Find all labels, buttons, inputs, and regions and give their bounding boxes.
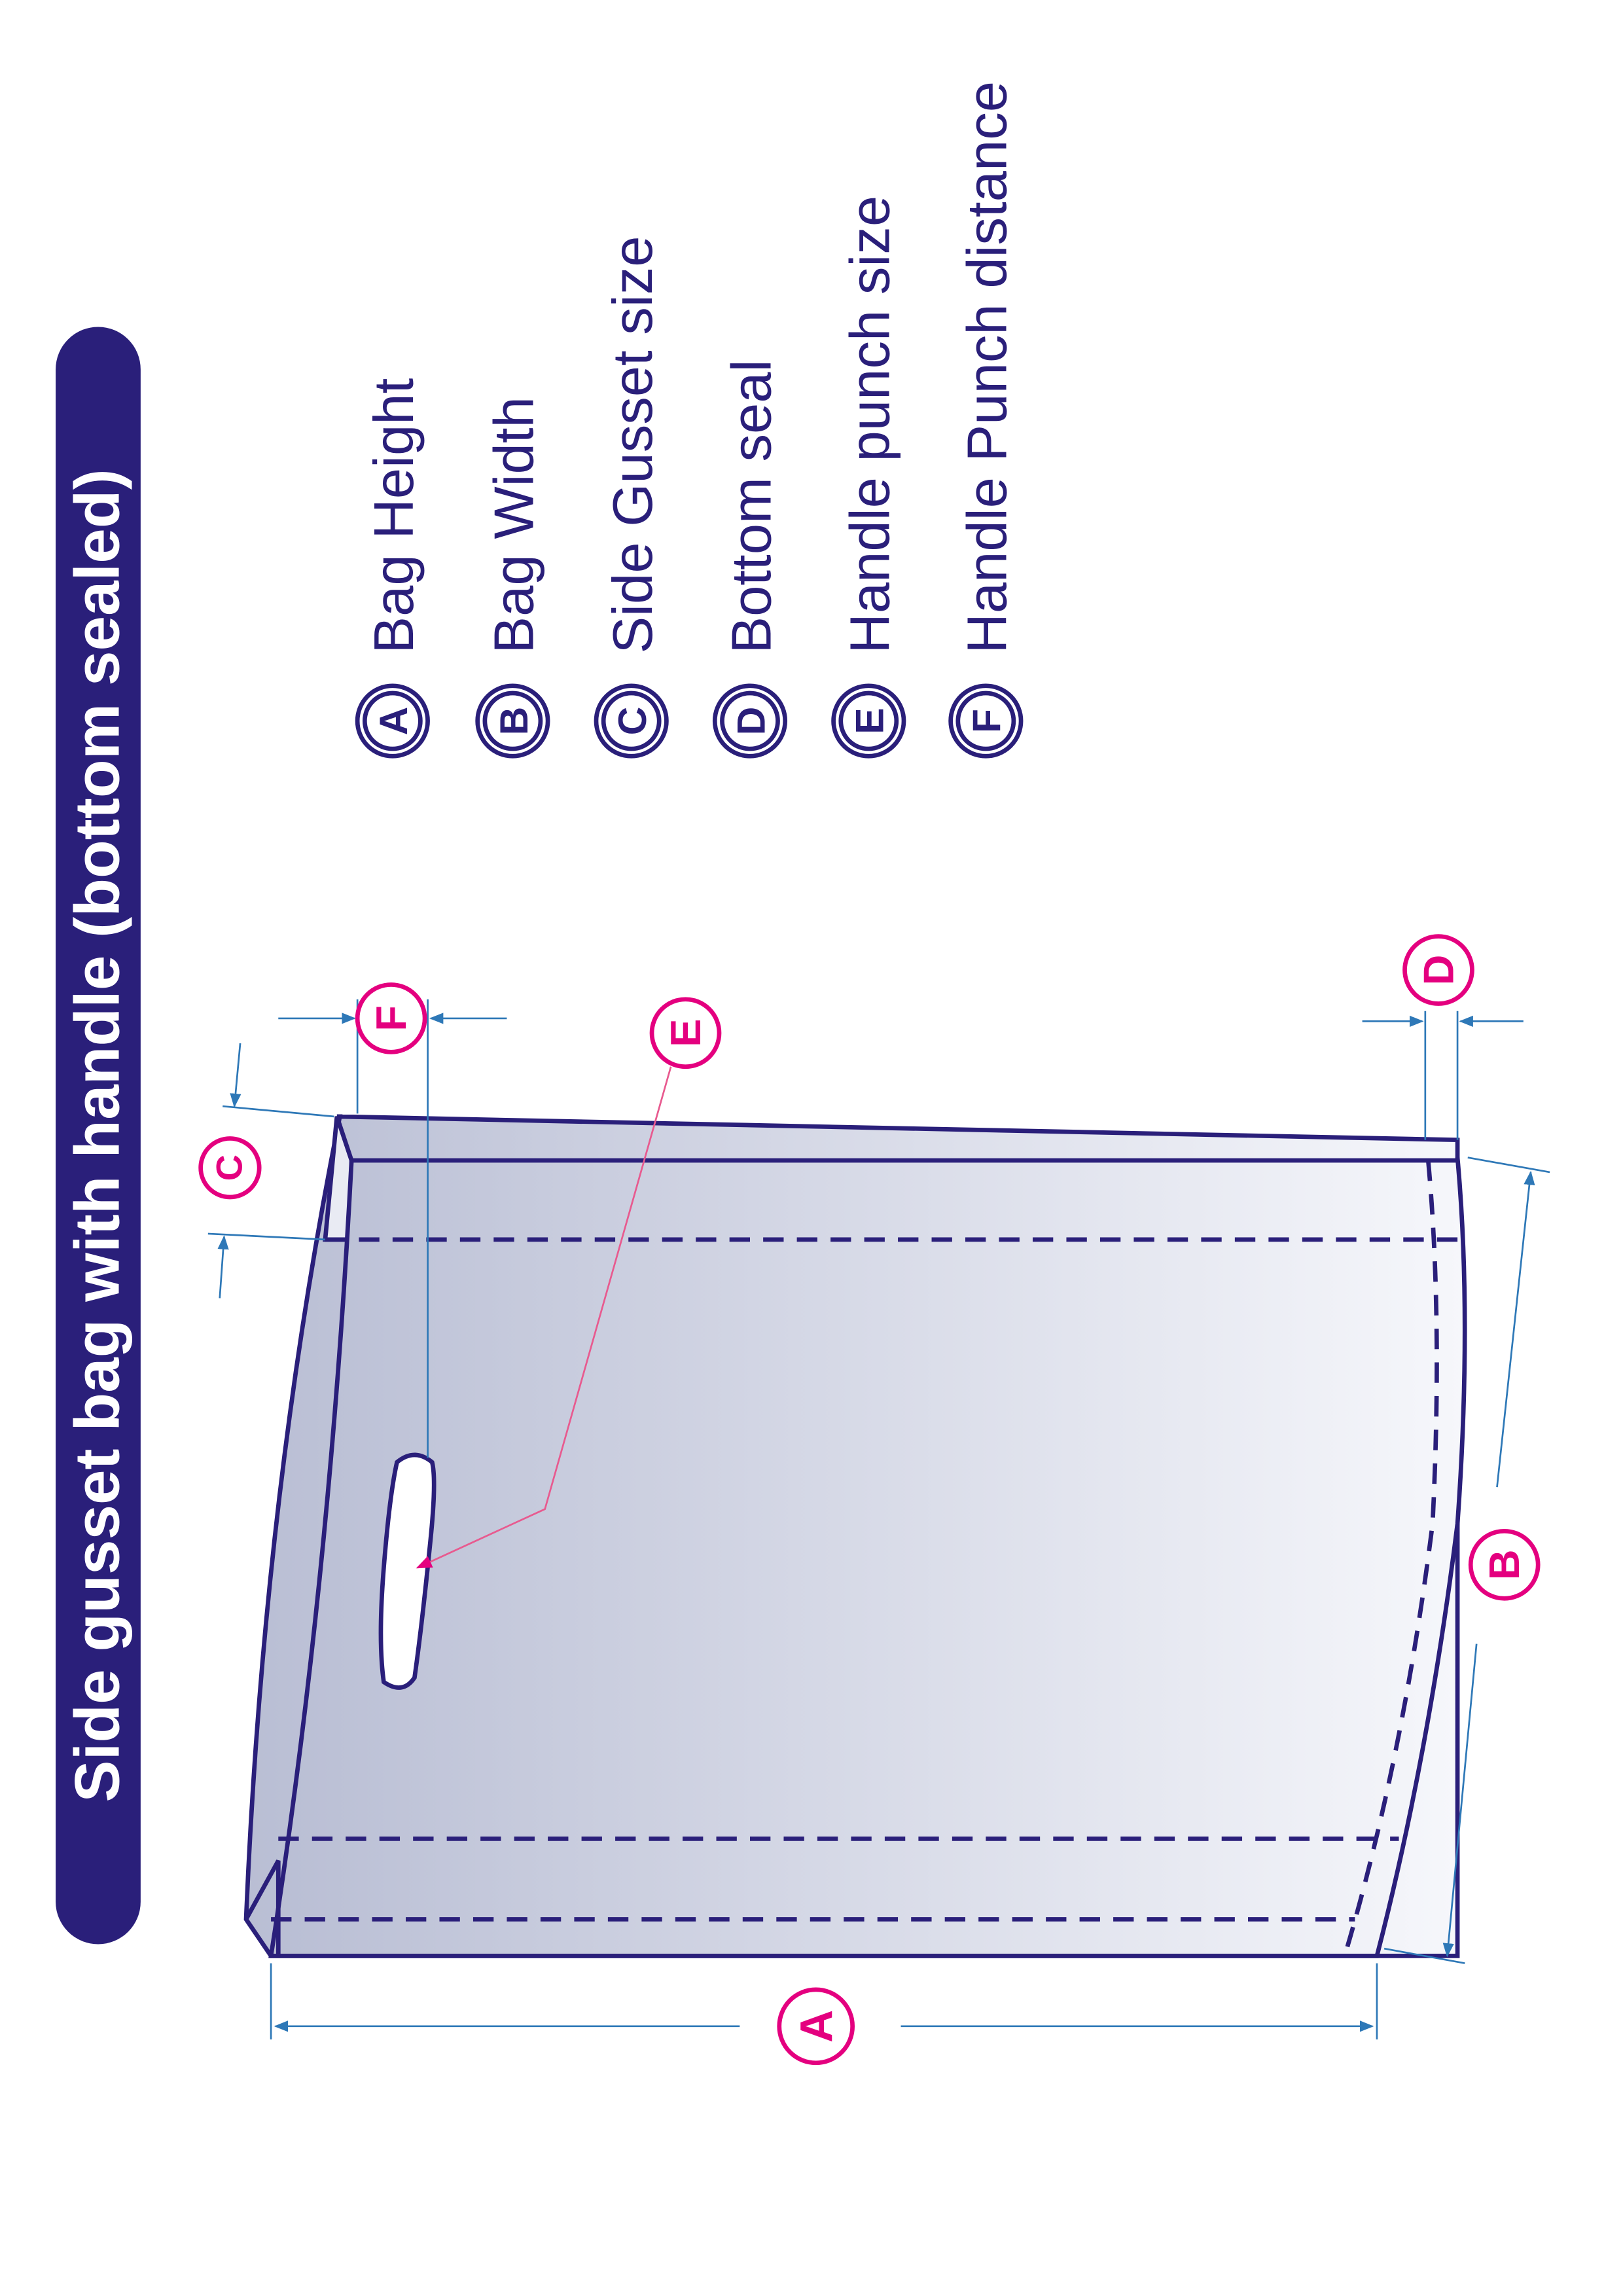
page-title: Side gusset bag with handle (bottom seal… [62,469,132,1802]
legend-badge-inner [601,691,662,751]
marker-e: E [649,997,722,1069]
legend: A Bag Height B Bag Width C Side Gusset size D B… [355,81,1024,759]
legend-item-c: C Side Gusset size [594,236,669,759]
legend-badge-outer [594,683,669,759]
legend-badge-inner [838,691,899,751]
dimension-markers: A B C D E F [198,934,1541,2066]
legend-badge-inner [720,691,780,751]
dimension-b-line-bottom [1442,1643,1478,1958]
title-badge: Side gusset bag with handle (bottom seal… [56,327,141,1945]
marker-circle [1468,1528,1541,1601]
title-badge-background [56,327,141,1945]
marker-b: B [1468,1528,1541,1601]
handle-punch-hole [378,1452,437,1690]
marker-a: A [777,1987,855,2066]
dimension-b-line-top [1496,1170,1535,1488]
dimension-b-extension-bottom [1383,1947,1465,1964]
legend-badge-outer [712,683,788,759]
marker-letter: E [662,1019,709,1047]
handle-punch-leader [416,1066,672,1569]
bag-left-edge [244,1859,281,1956]
legend-letter: E [847,708,892,734]
marker-f: F [355,982,427,1054]
legend-label: Handle punch size [840,196,902,654]
legend-label: Side Gusset size [602,236,664,653]
legend-badge-outer [475,683,550,759]
legend-label: Handle Punch distance [957,81,1019,654]
side-seal-line [1342,1160,1439,1957]
legend-item-b: B Bag Width [475,397,550,759]
legend-badge-outer [948,683,1024,759]
bag-front-panel [268,1157,1467,1958]
legend-badge-outer [355,683,430,759]
marker-letter: B [1480,1549,1528,1580]
legend-label: Bag Height [363,378,425,654]
legend-label: Bag Width [484,397,546,653]
dimension-c-extension-bottom [207,1232,325,1241]
dimension-c-line-bottom [217,1235,229,1299]
marker-letter: A [791,2010,842,2043]
dimension-c-line-top [230,1043,241,1108]
marker-circle [355,982,427,1054]
legend-badge-outer [831,683,906,759]
legend-item-a: A Bag Height [355,378,430,759]
legend-badge-inner [955,691,1016,751]
legend-badge-inner [362,691,423,751]
marker-letter: F [367,1005,415,1031]
legend-letter: D [728,707,773,736]
marker-circle [777,1987,855,2066]
marker-letter: D [1414,955,1462,986]
legend-item-d: D Bottom seal [712,360,788,759]
legend-letter: B [491,707,536,736]
legend-letter: C [610,707,654,736]
marker-circle [649,997,722,1069]
legend-letter: A [371,707,416,736]
marker-letter: C [208,1155,249,1181]
legend-badge-inner [482,691,543,751]
marker-d: D [1402,934,1474,1006]
legend-label: Bottom seal [721,360,783,654]
bag-body [243,1114,1467,1958]
legend-item-f: F Handle Punch distance [948,81,1024,759]
marker-c: C [198,1136,262,1200]
dimension-b-extension-top [1467,1157,1550,1174]
marker-circle [1402,934,1474,1006]
dimension-c-extension-top [223,1105,334,1118]
legend-item-e: E Handle punch size [831,196,906,759]
marker-circle [198,1136,262,1200]
legend-letter: F [965,709,1009,733]
